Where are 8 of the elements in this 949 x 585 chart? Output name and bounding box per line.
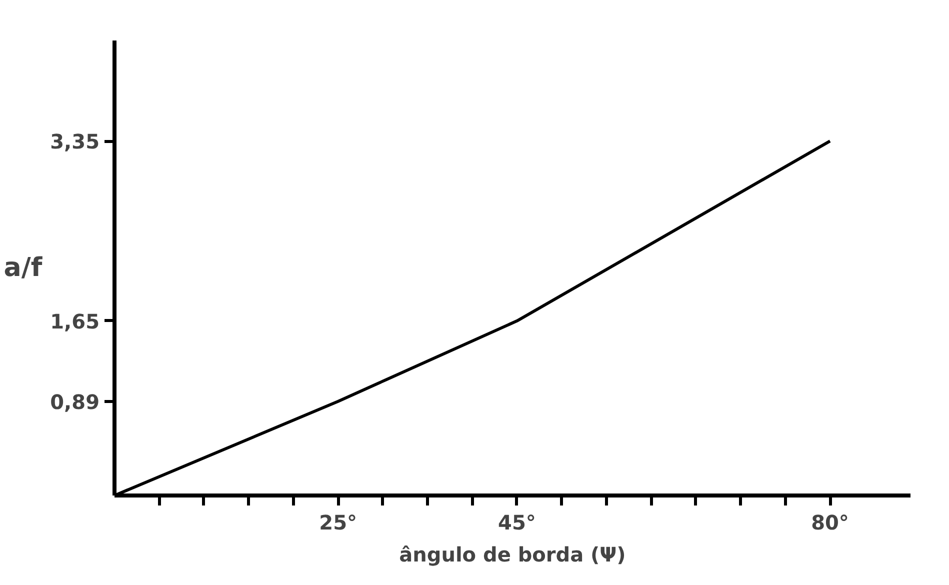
y-tick-label: 0,89 [50,390,100,414]
x-tick-label: 25° [319,510,358,534]
y-axis-title: a/f [4,253,43,283]
x-axis-title: ângulo de borda (Ψ) [399,542,626,566]
y-tick-label: 1,65 [50,309,100,334]
y-tick-label: 3,35 [50,130,100,154]
x-tick-label: 45° [498,510,536,534]
x-tick-label: 80° [811,510,849,534]
